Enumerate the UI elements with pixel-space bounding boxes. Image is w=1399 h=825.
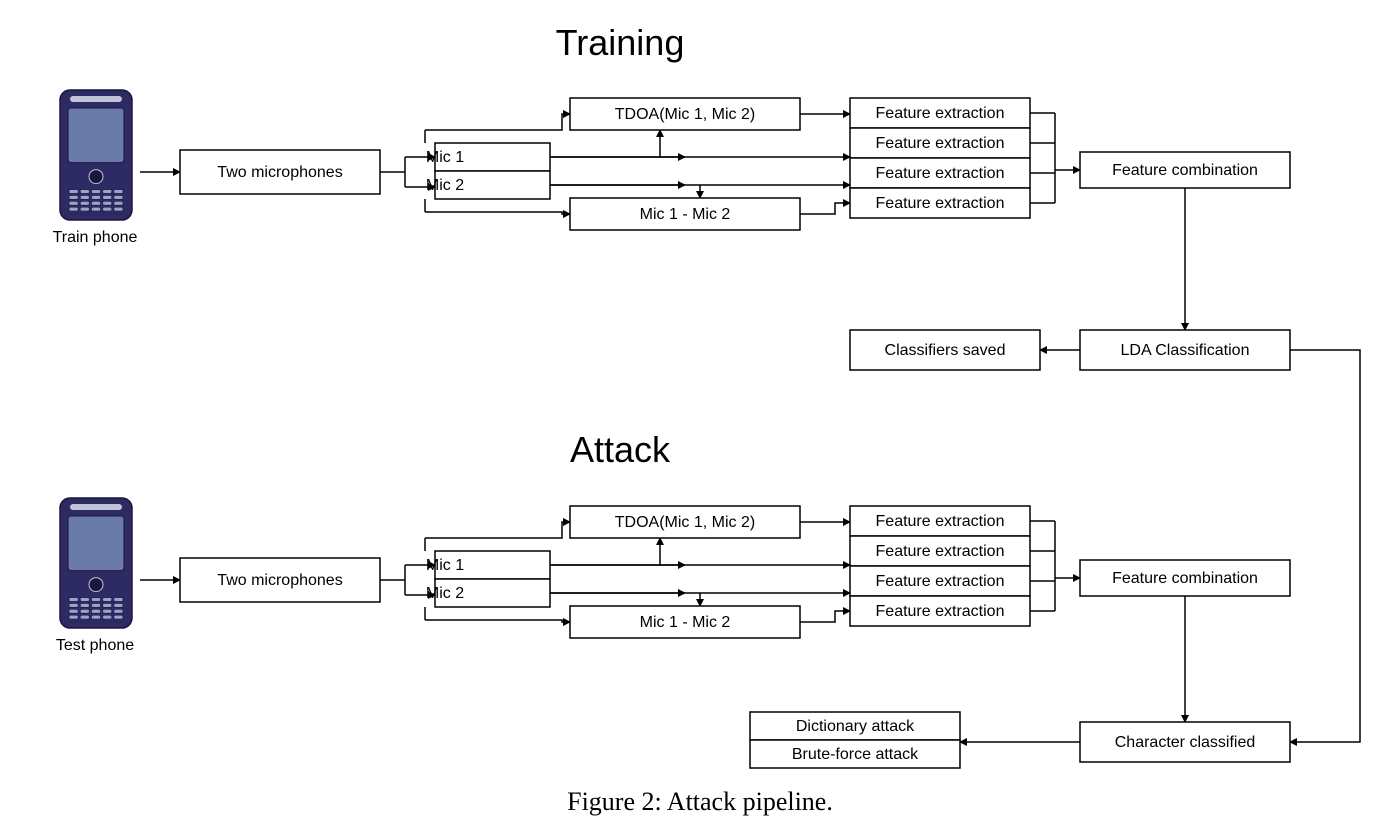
box-label-t_fcomb: Feature combination [1112, 162, 1258, 179]
box-label-t_mic1: Mic 1 [426, 149, 464, 166]
label-test-phone: Test phone [56, 637, 134, 654]
box-label-t_saved: Classifiers saved [885, 342, 1006, 359]
box-a_fe3: Feature extraction [850, 566, 1030, 596]
e-a-diff-fe4 [800, 611, 850, 622]
e-t-lda-to-char [1290, 350, 1360, 742]
diagram-canvas: Two microphones Mic 1 Mic 2 TDOA(Mic 1, Mic… [0, 0, 1399, 825]
box-t_mic2: Mic 2 [426, 171, 550, 199]
train-phone-icon [60, 90, 132, 220]
box-label-a_dict: Dictionary attack [796, 718, 915, 735]
box-label-a_tdoa: TDOA(Mic 1, Mic 2) [615, 514, 755, 531]
box-label-a_fe3: Feature extraction [876, 573, 1005, 590]
box-a_fe2: Feature extraction [850, 536, 1030, 566]
box-label-t_tdoa: TDOA(Mic 1, Mic 2) [615, 106, 755, 123]
e-t-up-to-tdoa [425, 114, 570, 130]
e-t-down-to-diff [425, 212, 570, 214]
box-t_two_mics: Two microphones [180, 150, 380, 194]
box-t_lda: LDA Classification [1080, 330, 1290, 370]
box-t_fe1: Feature extraction [850, 98, 1030, 128]
e-a-down-to-diff [425, 620, 570, 622]
box-label-t_fe2: Feature extraction [876, 135, 1005, 152]
box-label-t_two_mics: Two microphones [217, 164, 342, 181]
box-a_two_mics: Two microphones [180, 558, 380, 602]
box-t_fe2: Feature extraction [850, 128, 1030, 158]
box-label-a_fcomb: Feature combination [1112, 570, 1258, 587]
box-t_fe4: Feature extraction [850, 188, 1030, 218]
box-a_mic2: Mic 2 [426, 579, 550, 607]
box-a_char: Character classified [1080, 722, 1290, 762]
box-a_mic1: Mic 1 [426, 551, 550, 579]
box-label-a_diff: Mic 1 - Mic 2 [640, 614, 731, 631]
title-training: Training [556, 22, 685, 63]
label-train-phone: Train phone [53, 229, 138, 246]
figure-caption: Figure 2: Attack pipeline. [567, 787, 833, 816]
title-attack: Attack [570, 429, 671, 470]
box-t_tdoa: TDOA(Mic 1, Mic 2) [570, 98, 800, 130]
box-t_fcomb: Feature combination [1080, 152, 1290, 188]
box-t_mic1: Mic 1 [426, 143, 550, 171]
box-label-a_char: Character classified [1115, 734, 1256, 751]
box-a_fe1: Feature extraction [850, 506, 1030, 536]
box-a_fe4: Feature extraction [850, 596, 1030, 626]
box-label-t_mic2: Mic 2 [426, 177, 464, 194]
test-phone-icon [60, 498, 132, 628]
box-label-t_fe4: Feature extraction [876, 195, 1005, 212]
box-label-a_mic2: Mic 2 [426, 585, 464, 602]
box-label-a_brute: Brute-force attack [792, 746, 919, 763]
box-a_dict: Dictionary attack [750, 712, 960, 740]
box-t_saved: Classifiers saved [850, 330, 1040, 370]
box-label-a_two_mics: Two microphones [217, 572, 342, 589]
box-a_fcomb: Feature combination [1080, 560, 1290, 596]
e-a-up-to-tdoa [425, 522, 570, 538]
box-t_fe3: Feature extraction [850, 158, 1030, 188]
box-label-a_mic1: Mic 1 [426, 557, 464, 574]
box-t_diff: Mic 1 - Mic 2 [570, 198, 800, 230]
box-a_tdoa: TDOA(Mic 1, Mic 2) [570, 506, 800, 538]
box-label-a_fe1: Feature extraction [876, 513, 1005, 530]
box-a_diff: Mic 1 - Mic 2 [570, 606, 800, 638]
box-label-a_fe2: Feature extraction [876, 543, 1005, 560]
box-a_brute: Brute-force attack [750, 740, 960, 768]
e-t-diff-fe4 [800, 203, 850, 214]
box-label-t_fe3: Feature extraction [876, 165, 1005, 182]
box-label-a_fe4: Feature extraction [876, 603, 1005, 620]
box-label-t_lda: LDA Classification [1121, 342, 1250, 359]
box-label-t_fe1: Feature extraction [876, 105, 1005, 122]
box-label-t_diff: Mic 1 - Mic 2 [640, 206, 731, 223]
